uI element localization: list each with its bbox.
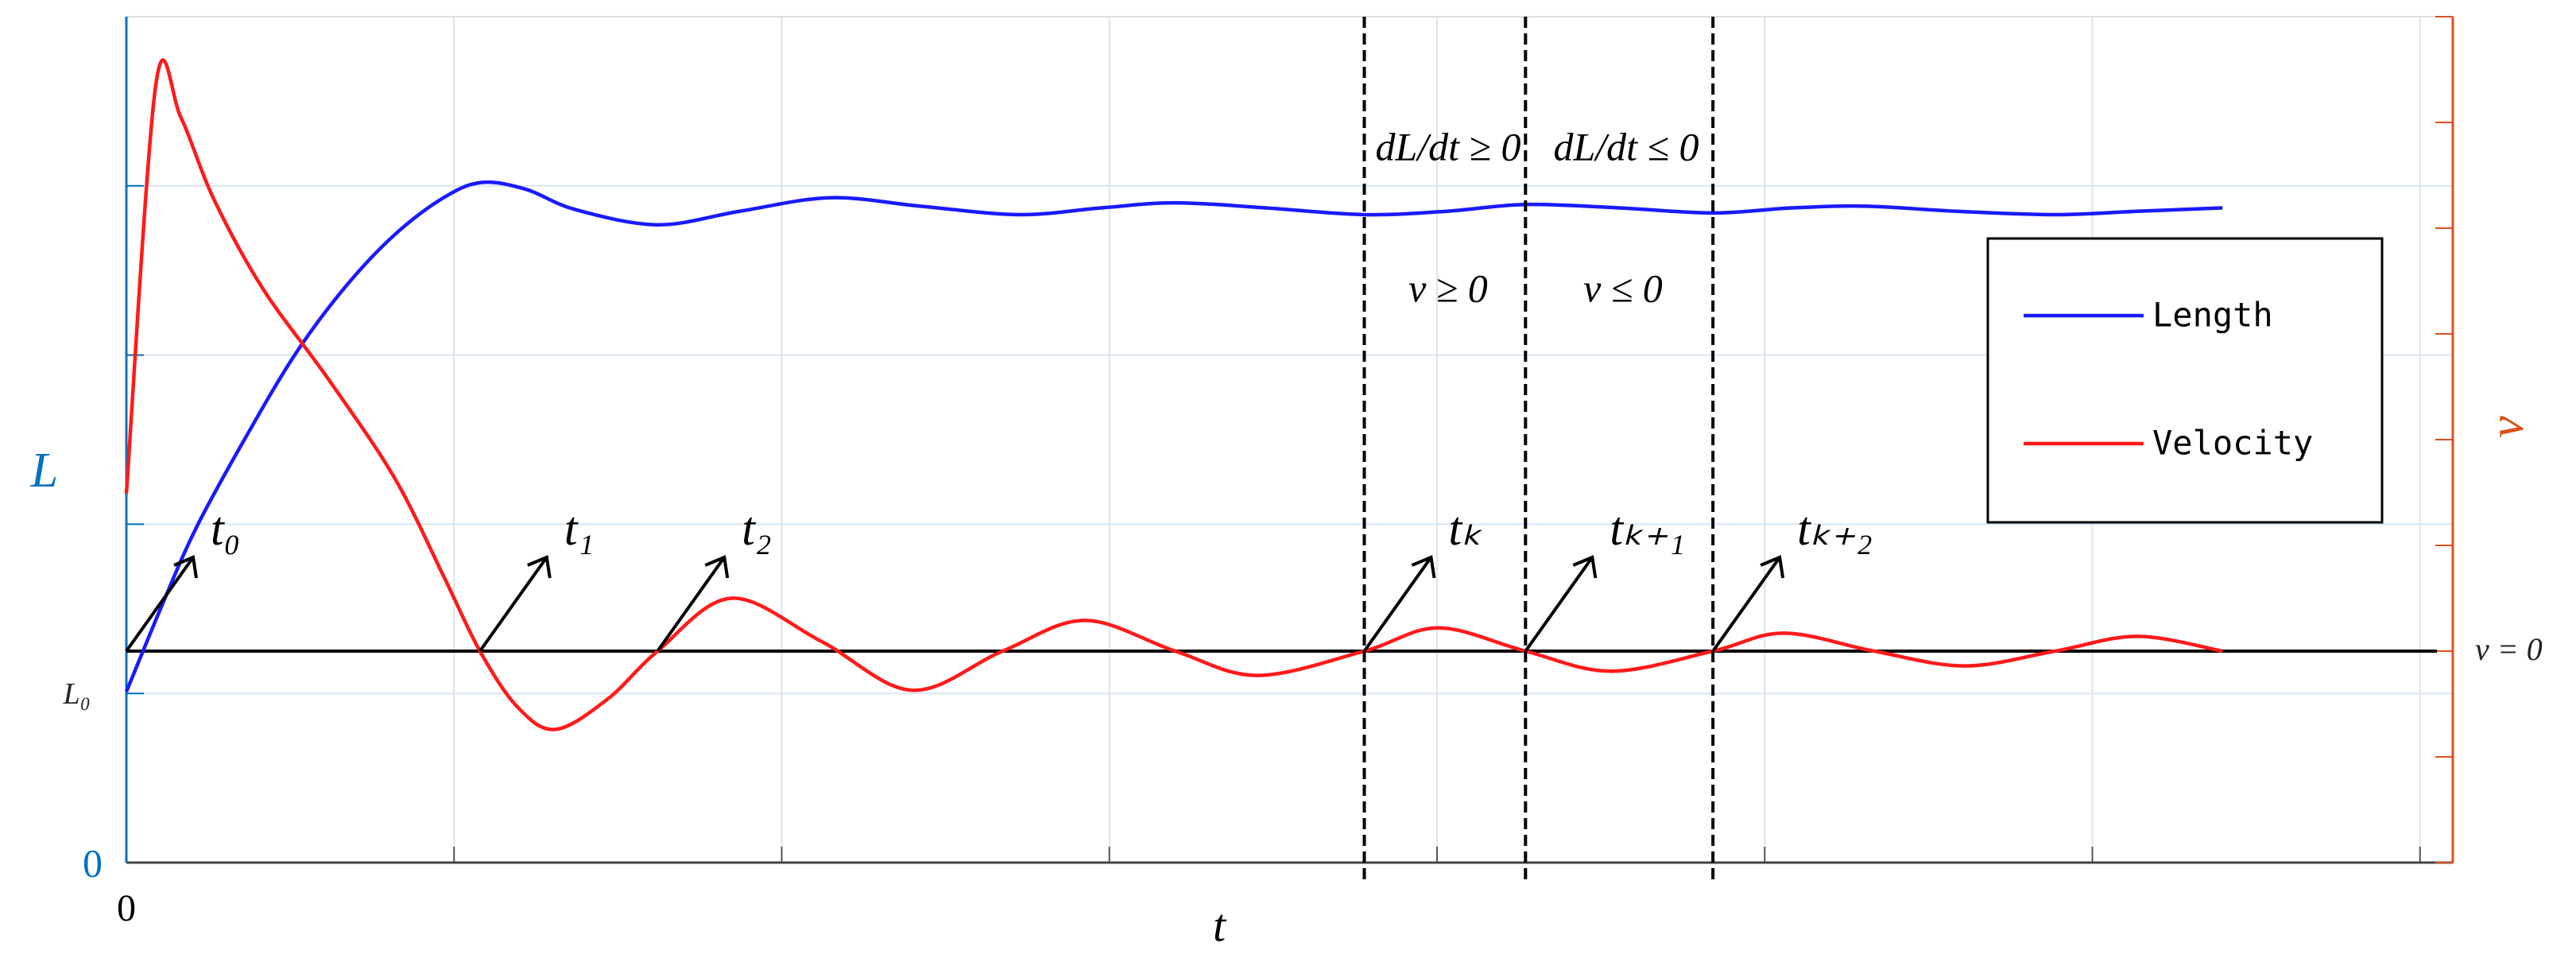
arrow-head [704,555,730,579]
arrow-head [527,555,552,579]
arrow-label: t₀ [211,502,241,555]
y2-axis-label: v [2480,416,2534,438]
legend-label: Velocity [2152,424,2313,463]
arrow-label: t₂ [742,502,772,555]
x-tick-label: 0 [117,887,136,929]
y-tick-label: L₀ [63,677,91,711]
arrow-label: tₖ₊₁ [1610,502,1685,555]
legend-box [1986,237,2384,524]
x-axis-label: t [1213,899,1227,951]
y2-tick-label: v = 0 [2475,631,2543,667]
arrow [125,556,195,653]
arrow [1711,556,1781,653]
series-line [124,58,2223,731]
condition-text: v ≥ 0 [1408,266,1488,310]
arrow [1362,556,1433,653]
arrow-label: tₖ₊₂ [1797,502,1873,555]
arrow [478,556,548,653]
arrow-head [1411,555,1436,579]
arrow-label: tₖ [1448,502,1482,555]
arrow-head [1572,555,1598,579]
arrow [656,556,726,653]
arrow-head [1760,555,1785,579]
arrow-head [173,555,198,579]
y-tick-label: 0 [83,840,103,885]
arrow-label: t₁ [564,502,595,555]
condition-text: v ≤ 0 [1583,266,1663,310]
legend-label: Length [2152,296,2273,335]
series-line [124,180,2223,692]
condition-text: dL/dt ≥ 0 [1375,124,1520,169]
condition-text: dL/dt ≤ 0 [1553,124,1699,169]
arrow [1524,556,1594,653]
y-axis-label: L [30,444,58,498]
